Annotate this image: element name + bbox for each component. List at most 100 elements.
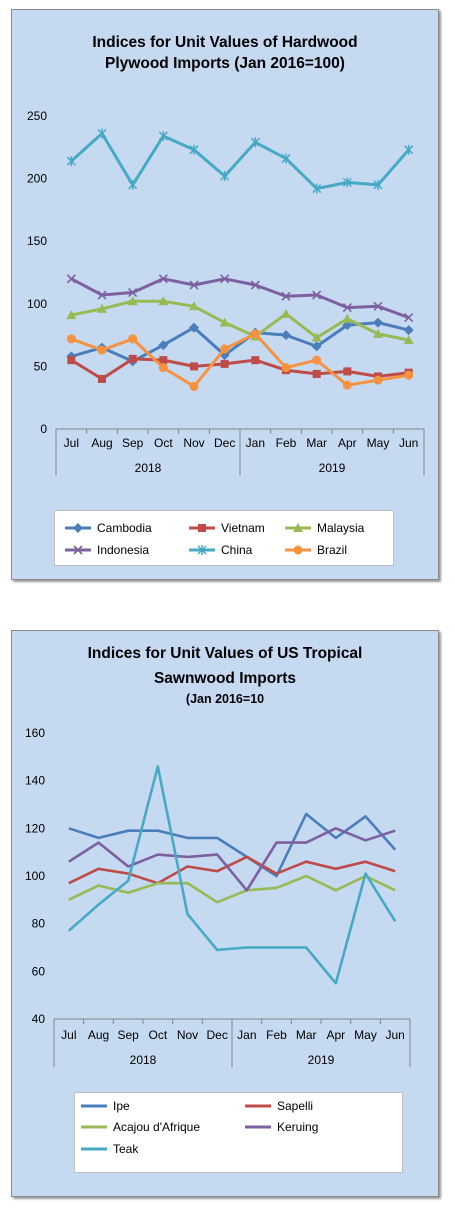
data-point	[66, 310, 77, 320]
data-point	[97, 290, 107, 300]
plywood-chart-plot: 0 50 100 150 200 250 Jul Aug Sep Oct Nov Dec Jan Feb M…	[27, 109, 425, 475]
data-point	[251, 356, 260, 365]
data-point	[128, 334, 138, 344]
data-point	[67, 356, 76, 365]
data-point	[281, 291, 291, 301]
legend-label: Malaysia	[317, 521, 365, 535]
data-point	[404, 313, 414, 323]
data-point	[250, 329, 260, 339]
chart-title-line-2: Plywood Imports (Jan 2016=100)	[105, 55, 345, 72]
data-point	[190, 362, 198, 371]
series-line	[68, 827, 396, 892]
data-point	[220, 344, 230, 354]
data-point	[312, 355, 322, 365]
data-point	[342, 380, 352, 390]
data-point	[312, 183, 322, 194]
legend-swatch	[285, 545, 311, 555]
series-line	[70, 332, 409, 388]
chart-subtitle: (Jan 2016=10	[185, 692, 265, 706]
chart-title: Indices for Unit Values of US Tropical S…	[12, 641, 438, 691]
data-point	[73, 523, 83, 533]
series-line	[68, 855, 396, 885]
legend-label: Ipe	[113, 1099, 130, 1113]
data-point	[220, 359, 229, 368]
data-point	[158, 296, 169, 306]
data-point	[281, 330, 291, 341]
data-point	[373, 317, 383, 328]
x-tick-label: Feb	[266, 1028, 287, 1042]
x-tick-label: Apr	[338, 436, 357, 450]
legend-label: Brazil	[317, 543, 348, 557]
legend-label: Keruing	[277, 1120, 319, 1134]
data-point	[158, 274, 168, 284]
legend-swatch	[81, 1147, 107, 1151]
x-tick-label: Jul	[64, 436, 79, 450]
data-point	[342, 177, 352, 188]
legend-swatch	[81, 1104, 107, 1108]
data-point	[293, 523, 303, 532]
data-point	[281, 363, 291, 373]
data-point	[281, 308, 291, 318]
data-point	[158, 131, 168, 142]
chart-legend: Cambodia Vietnam Malaysia Indonesia China Bra…	[54, 510, 394, 566]
x-year-label: 2018	[135, 461, 162, 475]
data-point	[293, 545, 303, 555]
series-sapelli	[68, 855, 396, 885]
chart-title-line-2: Sawnwood Imports	[153, 670, 297, 687]
series-teak	[67, 765, 397, 985]
data-point	[311, 341, 322, 352]
legend-swatch	[189, 545, 215, 555]
x-tick-label: Sep	[117, 1028, 139, 1042]
legend-swatch	[245, 1104, 271, 1108]
legend-swatch	[81, 1125, 107, 1129]
y-tick-label: 200	[27, 172, 47, 186]
data-point	[312, 369, 321, 378]
data-point	[373, 301, 383, 311]
legend-swatch	[65, 523, 91, 533]
data-point	[311, 332, 322, 342]
series-line	[68, 874, 396, 904]
x-tick-label: Apr	[326, 1028, 345, 1042]
data-point	[97, 303, 107, 313]
y-tick-label: 40	[32, 1012, 46, 1026]
data-point	[342, 313, 353, 323]
x-year-label: 2019	[308, 1053, 335, 1067]
x-tick-label: May	[367, 436, 390, 450]
chart-title: Indices for Unit Values of Hardwood Plyw…	[12, 32, 438, 74]
data-point	[250, 280, 260, 290]
data-point	[198, 524, 206, 532]
data-point	[66, 156, 76, 167]
series-cambodia	[66, 317, 414, 367]
series-line	[68, 812, 397, 878]
x-tick-label: Oct	[154, 436, 173, 450]
x-tick-label: May	[354, 1028, 377, 1042]
x-tick-label: Aug	[91, 436, 112, 450]
series-ipe	[68, 812, 397, 878]
data-point	[73, 545, 83, 555]
y-tick-label: 0	[40, 422, 47, 436]
legend-swatch	[245, 1125, 271, 1129]
legend-swatch	[189, 524, 215, 532]
x-tick-label: Jan	[237, 1028, 256, 1042]
y-tick-label: 160	[25, 726, 45, 740]
y-tick-label: 60	[32, 964, 46, 978]
series-line	[70, 132, 410, 191]
legend-swatch	[285, 523, 311, 532]
series-china	[66, 128, 414, 194]
data-point	[189, 322, 199, 333]
chart-title-line-1: Indices for Unit Values of Hardwood	[92, 34, 358, 51]
sawnwood-chart-panel: Indices for Unit Values of US Tropical S…	[11, 630, 439, 1197]
series-line	[70, 321, 410, 363]
data-point	[312, 290, 322, 300]
legend-label: Cambodia	[97, 521, 152, 535]
x-tick-label: Nov	[177, 1028, 198, 1042]
data-point	[373, 328, 383, 338]
legend-label: Indonesia	[97, 543, 150, 557]
data-point	[373, 375, 383, 385]
data-point	[220, 171, 230, 182]
data-point	[158, 363, 168, 373]
data-point	[189, 381, 199, 391]
x-tick-label: Feb	[276, 436, 297, 450]
x-tick-label: Dec	[206, 1028, 227, 1042]
y-tick-label: 250	[27, 109, 47, 123]
